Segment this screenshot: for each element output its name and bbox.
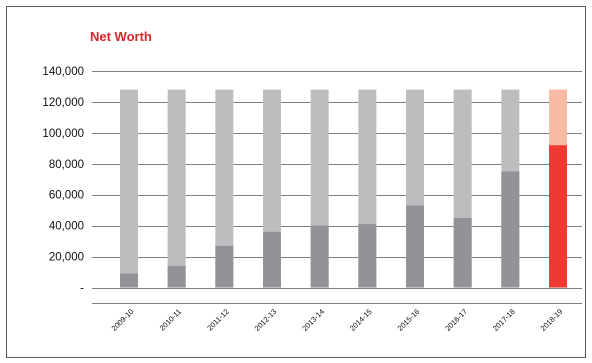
x-tick-label: 2016-17: [443, 307, 469, 333]
x-tick-label: 2015-16: [396, 307, 422, 333]
background-bar: [120, 89, 138, 288]
value-bar: [167, 265, 186, 288]
value-bar: [549, 145, 567, 288]
x-tick-label: 2018-19: [539, 307, 565, 333]
background-bar: [215, 89, 234, 288]
y-tick-label: 40,000: [49, 221, 84, 233]
y-tick-label: 20,000: [49, 252, 84, 264]
value-bar: [263, 231, 281, 288]
x-tick-label: 2010-11: [158, 307, 183, 332]
value-bar: [406, 205, 424, 288]
x-axis-ticks: 2009-10 2010-11 2011-12 2012-13 2013-14 2014-…: [110, 307, 565, 333]
value-bar: [453, 217, 472, 288]
y-tick-label: 80,000: [49, 159, 84, 171]
x-tick-label: 2011-12: [205, 307, 230, 332]
x-tick-label: 2009-10: [110, 307, 136, 333]
value-bar: [358, 224, 377, 288]
value-bar: [120, 273, 138, 288]
x-tick-label: 2013-14: [300, 307, 326, 333]
value-bar: [501, 171, 520, 288]
value-bar: [215, 245, 234, 288]
y-tick-label: 60,000: [49, 190, 84, 202]
background-bar: [167, 89, 186, 288]
y-tick-label: -: [80, 283, 84, 295]
value-bar: [310, 225, 329, 288]
y-tick-label: 100,000: [42, 128, 84, 140]
y-tick-label: 120,000: [42, 97, 84, 109]
y-axis-ticks: 140,000 120,000 100,000 80,000 60,000 40,000 2…: [42, 66, 84, 295]
x-tick-label: 2017-18: [491, 307, 517, 333]
x-tick-label: 2012-13: [253, 307, 279, 333]
y-tick-label: 140,000: [42, 66, 84, 78]
chart-frame: [6, 6, 586, 358]
x-tick-label: 2014-15: [348, 307, 374, 333]
chart-title: Net Worth: [90, 29, 152, 44]
bars: [120, 89, 567, 288]
